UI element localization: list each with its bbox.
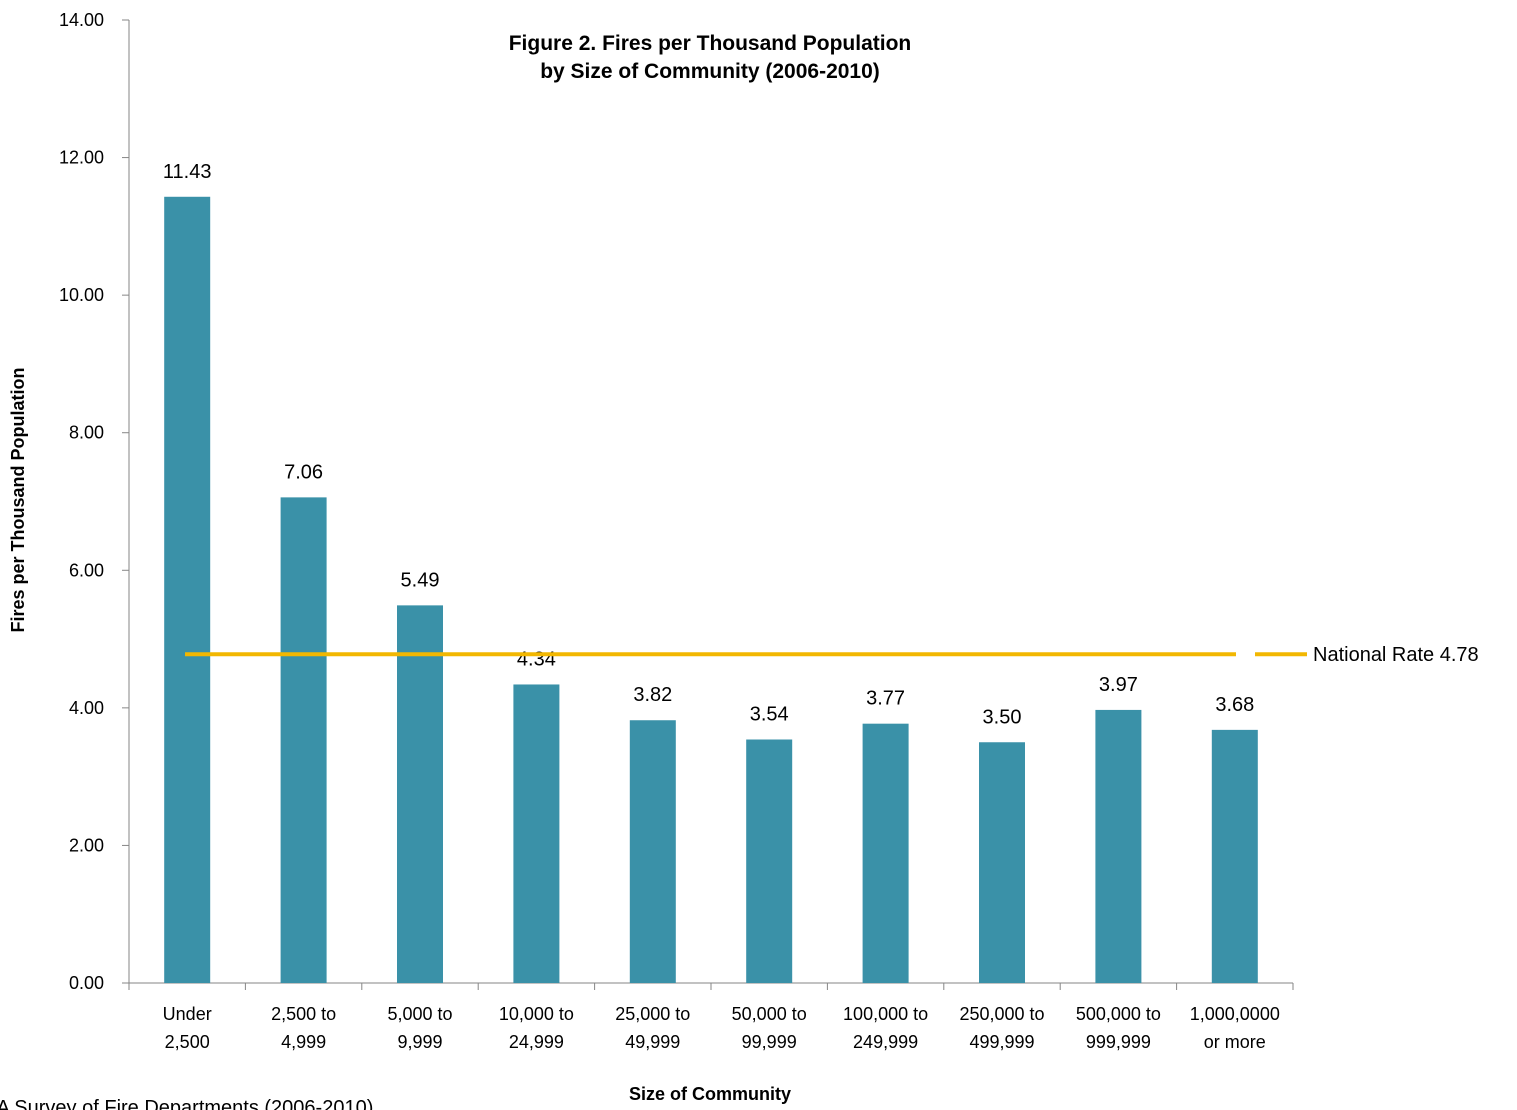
y-tick-label: 12.00	[59, 148, 104, 168]
category-label: 1,000,0000	[1190, 1004, 1280, 1024]
category-label: 24,999	[509, 1032, 564, 1052]
national-rate-reference: National Rate 4.78	[185, 644, 1479, 666]
category-label: 10,000 to	[499, 1004, 574, 1024]
category-label: 49,999	[625, 1032, 680, 1052]
category-label: 999,999	[1086, 1032, 1151, 1052]
chart-title-line1: Figure 2. Fires per Thousand Population	[509, 32, 912, 55]
category-label: 250,000 to	[959, 1004, 1044, 1024]
x-axis-title: Size of Community	[629, 1084, 791, 1104]
source-note: NFPA Survey of Fire Departments (2006-20…	[0, 1097, 373, 1110]
category-label: Under	[163, 1004, 212, 1024]
data-labels: 11.43 7.06 5.49 4.34 3.82 3.54 3.77 3.50 3.97 3.6…	[163, 161, 1254, 728]
category-label: 25,000 to	[615, 1004, 690, 1024]
category-label: 5,000 to	[387, 1004, 452, 1024]
bar	[164, 196, 211, 983]
data-label: 4.34	[517, 648, 556, 670]
y-tick-label: 0.00	[69, 973, 104, 993]
y-tick-label: 6.00	[69, 560, 104, 580]
x-axis: Under 2,500 2,500 to 4,999 5,000 to 9,999 10,0…	[128, 982, 1294, 1052]
category-label: 249,999	[853, 1032, 918, 1052]
y-tick-label: 4.00	[69, 698, 104, 718]
bar	[397, 605, 443, 983]
national-rate-label: National Rate 4.78	[1313, 644, 1479, 666]
y-axis-title: Fires per Thousand Population	[8, 367, 28, 632]
data-label: 7.06	[284, 461, 323, 483]
chart-title-line2: by Size of Community (2006-2010)	[540, 60, 880, 83]
bars	[164, 196, 1258, 983]
y-tick-label: 8.00	[69, 423, 104, 443]
data-label: 3.97	[1099, 674, 1138, 696]
category-label: 499,999	[969, 1032, 1034, 1052]
data-label: 11.43	[163, 161, 212, 183]
bar	[862, 723, 909, 983]
data-label: 3.54	[750, 703, 789, 725]
category-label: 2,500 to	[271, 1004, 336, 1024]
bar	[1211, 729, 1258, 983]
data-label: 3.50	[983, 706, 1022, 728]
data-label: 3.77	[866, 688, 905, 710]
category-label: 500,000 to	[1076, 1004, 1161, 1024]
bar	[629, 720, 676, 983]
bar	[280, 497, 327, 983]
data-label: 3.68	[1215, 694, 1254, 716]
data-label: 5.49	[401, 569, 440, 591]
y-tick-label: 14.00	[59, 10, 104, 30]
y-axis: 0.00 2.00 4.00 6.00 8.00 10.00 12.00 14.00	[59, 10, 130, 993]
bar	[746, 739, 793, 983]
category-label: 99,999	[742, 1032, 797, 1052]
bar	[979, 742, 1025, 983]
data-label: 3.82	[633, 684, 672, 706]
category-label: 9,999	[397, 1032, 442, 1052]
bar	[1095, 709, 1142, 983]
category-label: 4,999	[281, 1032, 326, 1052]
y-tick-label: 10.00	[59, 285, 104, 305]
category-label: or more	[1204, 1032, 1266, 1052]
category-label: 100,000 to	[843, 1004, 928, 1024]
y-tick-label: 2.00	[69, 835, 104, 855]
bar	[513, 684, 560, 983]
category-label: 50,000 to	[732, 1004, 807, 1024]
category-label: 2,500	[165, 1032, 210, 1052]
